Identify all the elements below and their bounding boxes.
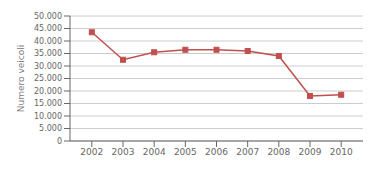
svg-text:20.000: 20.000 bbox=[34, 87, 62, 96]
svg-text:30.000: 30.000 bbox=[34, 62, 62, 71]
svg-text:2004: 2004 bbox=[143, 147, 166, 157]
svg-text:2002: 2002 bbox=[80, 147, 103, 157]
svg-text:2010: 2010 bbox=[330, 147, 353, 157]
svg-text:35.000: 35.000 bbox=[34, 49, 62, 58]
svg-text:2003: 2003 bbox=[112, 147, 135, 157]
svg-text:45.000: 45.000 bbox=[34, 24, 62, 33]
svg-text:15.000: 15.000 bbox=[34, 99, 62, 108]
svg-text:2006: 2006 bbox=[205, 147, 228, 157]
svg-text:40.000: 40.000 bbox=[34, 37, 62, 46]
svg-text:5.000: 5.000 bbox=[39, 124, 62, 133]
svg-text:25.000: 25.000 bbox=[34, 74, 62, 83]
svg-text:2008: 2008 bbox=[267, 147, 290, 157]
svg-text:2005: 2005 bbox=[174, 147, 197, 157]
svg-text:0: 0 bbox=[57, 137, 62, 146]
svg-text:2007: 2007 bbox=[236, 147, 259, 157]
svg-text:2009: 2009 bbox=[299, 147, 322, 157]
svg-text:Numero veicoli: Numero veicoli bbox=[16, 45, 26, 112]
svg-text:10.000: 10.000 bbox=[34, 112, 62, 121]
svg-text:50.000: 50.000 bbox=[34, 12, 62, 21]
